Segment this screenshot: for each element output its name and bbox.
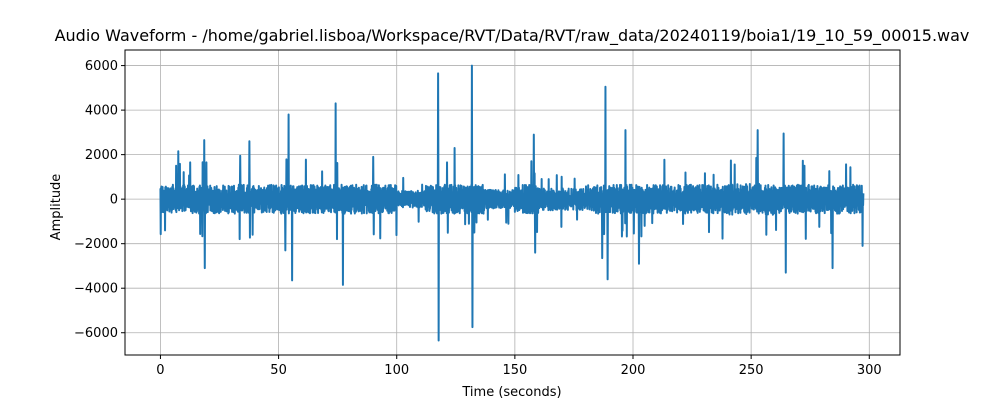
y-tick-label: 6000	[85, 59, 118, 74]
x-tick-label: 250	[739, 363, 764, 378]
y-tick-label: 4000	[85, 104, 118, 119]
y-axis-label: Amplitude	[49, 174, 64, 241]
y-tick-label: −4000	[74, 282, 118, 297]
y-tick-label: 0	[110, 193, 118, 208]
x-tick-label: 150	[502, 363, 527, 378]
y-tick-label: 2000	[85, 148, 118, 163]
x-tick-label: 300	[857, 363, 882, 378]
x-tick-label: 200	[621, 363, 646, 378]
y-axis: −6000 −4000 −2000 0 2000 4000 6000	[74, 59, 125, 341]
plot-area	[124, 49, 901, 356]
chart-title: Audio Waveform - /home/gabriel.lisboa/Wo…	[55, 26, 970, 46]
y-tick-label: −2000	[74, 237, 118, 252]
plot-frame	[124, 49, 901, 356]
x-tick-label: 100	[384, 363, 409, 378]
x-tick-label: 50	[270, 363, 287, 378]
waveform-line	[159, 64, 865, 342]
x-axis: 0 50 100 150 200 250 300	[156, 355, 882, 378]
x-axis-label: Time (seconds)	[461, 385, 561, 400]
y-tick-label: −6000	[74, 326, 118, 341]
x-tick-label: 0	[156, 363, 164, 378]
